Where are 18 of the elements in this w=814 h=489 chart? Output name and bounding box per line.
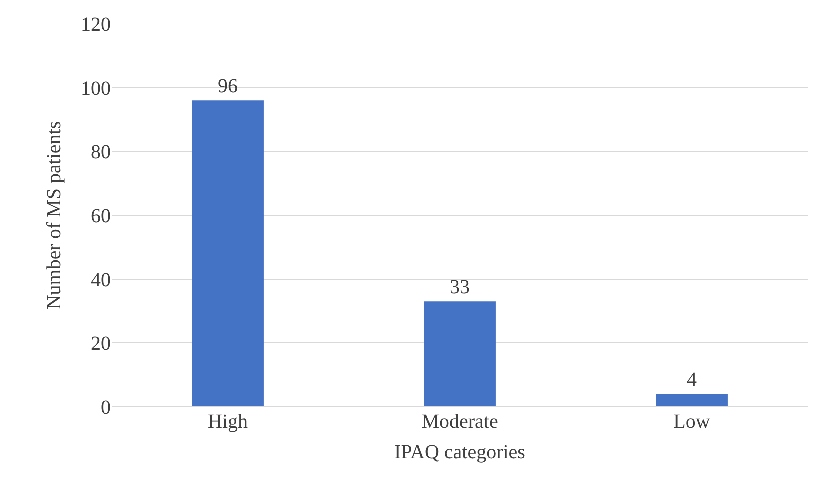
y-tick-label: 120 xyxy=(81,14,111,36)
x-tick-label: Moderate xyxy=(422,411,498,433)
data-label: 33 xyxy=(450,276,470,299)
y-tick-label: 100 xyxy=(81,78,111,100)
bar xyxy=(192,100,264,407)
bar xyxy=(656,394,728,407)
y-tick-label: 80 xyxy=(91,142,111,164)
y-tick-label: 0 xyxy=(101,397,111,419)
y-axis-title: Number of MS patients xyxy=(44,121,66,310)
x-tick-label: Low xyxy=(674,411,711,433)
data-label: 96 xyxy=(218,76,238,98)
x-tick-label: High xyxy=(208,411,248,433)
x-axis-title: IPAQ categories xyxy=(394,442,526,464)
y-tick-label: 20 xyxy=(91,333,111,356)
data-label: 4 xyxy=(687,369,697,392)
y-tick-label: 40 xyxy=(91,269,111,292)
bar xyxy=(424,302,496,407)
y-tick-label: 60 xyxy=(91,206,111,228)
